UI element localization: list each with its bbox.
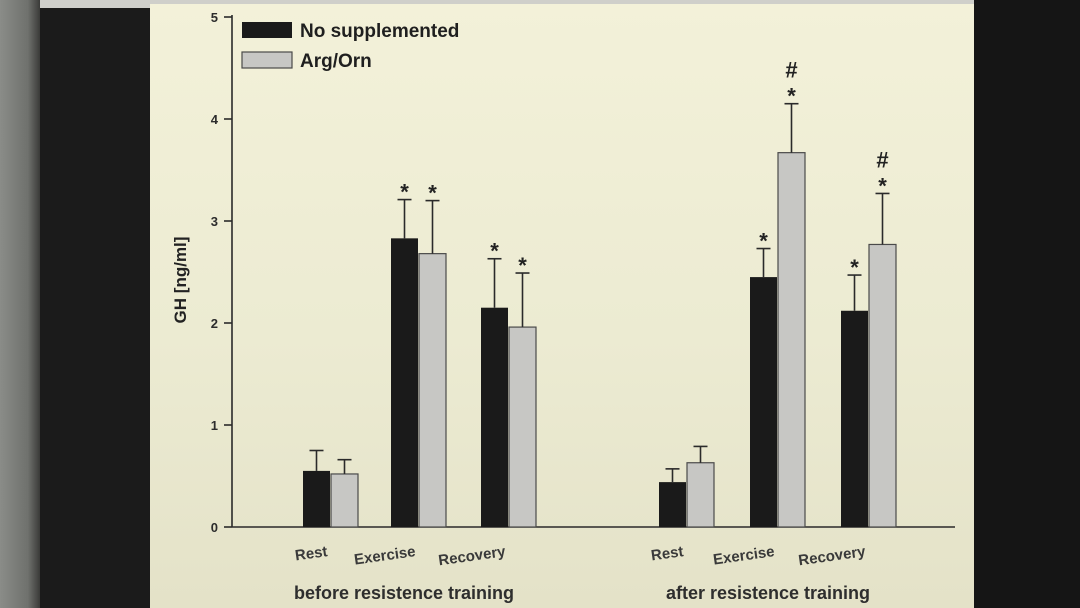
significance-star: *	[850, 255, 859, 280]
bar	[841, 310, 868, 527]
background-window-edge	[0, 0, 40, 608]
bar	[508, 326, 537, 528]
y-tick-label: 1	[211, 418, 218, 433]
y-tick-label: 2	[211, 316, 218, 331]
significance-star: *	[759, 229, 768, 254]
significance-hash: #	[785, 58, 797, 83]
chart-screen	[150, 4, 974, 608]
group-label: before resistence training	[294, 583, 514, 603]
legend-label: No supplemented	[300, 21, 459, 42]
y-tick-label: 0	[211, 520, 218, 535]
significance-star: *	[490, 239, 499, 264]
legend-swatch	[241, 51, 293, 69]
significance-star: *	[428, 181, 437, 206]
category-label: Rest	[294, 543, 329, 564]
bar	[418, 253, 447, 528]
bar	[868, 243, 897, 528]
bar	[303, 470, 330, 527]
y-tick-label: 4	[211, 112, 219, 127]
category-label: Recovery	[797, 543, 867, 569]
category-label: Exercise	[353, 543, 416, 568]
category-label: Recovery	[437, 543, 507, 569]
category-label: Rest	[650, 543, 685, 564]
y-tick-label: 3	[211, 214, 218, 229]
y-axis-label: GH [ng/ml]	[171, 237, 190, 324]
bar	[481, 307, 508, 527]
legend-label: Arg/Orn	[300, 51, 372, 72]
bar	[330, 473, 359, 528]
significance-star: *	[787, 84, 796, 109]
bar	[659, 482, 686, 527]
significance-star: *	[400, 180, 409, 205]
significance-star: *	[878, 173, 887, 198]
y-tick-label: 5	[211, 10, 218, 25]
category-label: Exercise	[712, 543, 775, 568]
bar	[391, 238, 418, 527]
bar	[750, 277, 777, 527]
group-label: after resistence training	[666, 583, 870, 603]
bar	[777, 152, 806, 528]
significance-star: *	[518, 253, 527, 278]
monitor-bezel-right	[974, 0, 1080, 608]
legend-swatch	[242, 22, 292, 38]
bar	[686, 462, 715, 528]
significance-hash: #	[876, 147, 888, 172]
